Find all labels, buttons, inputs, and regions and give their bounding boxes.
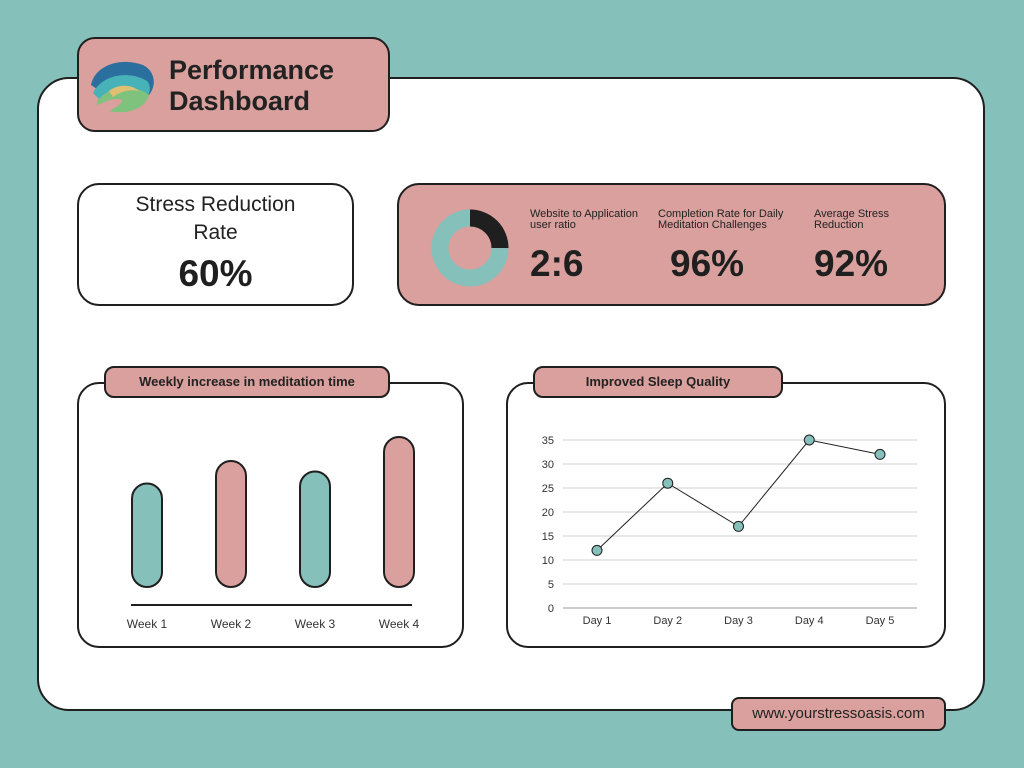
bar [299,470,331,588]
data-point [874,448,886,460]
metric-completion-rate: Completion Rate for Daily Meditation Cha… [658,208,784,285]
stress-reduction-card: Stress Reduction Rate 60% [77,183,354,306]
y-tick-label: 0 [548,603,554,615]
swirl-logo-icon [91,61,154,113]
sleep-quality-line-chart: 0 5 10 15 20 25 30 35 Day 1 Day 2 Day 3 Day 4 Day 5 [542,434,917,627]
sleep-quality-line [596,439,881,551]
metric-label: Completion Rate for Daily Meditation Cha… [658,208,784,231]
y-tick-label: 35 [542,435,554,447]
x-tick-label: Day 5 [866,615,895,627]
metric-average-stress-reduction: Average Stress Reduction 92% [814,208,890,285]
metric-value: 2:6 [530,243,584,284]
page-title: Performance Dashboard [169,55,335,116]
meditation-bar-chart-panel: Week 1 Week 2 Week 3 Week 4 [77,382,464,648]
y-tick-label: 15 [542,531,554,543]
bar [131,482,163,588]
x-tick-label: Day 2 [653,615,682,627]
metric-label: Average Stress Reduction [814,208,890,231]
bar-x-tick-label: Week 4 [379,617,420,631]
user-ratio-donut-chart [431,209,509,287]
data-point [733,520,744,532]
metric-user-ratio: Website to Application user ratio 2:6 [530,208,639,285]
line-chart-title: Improved Sleep Quality [533,366,783,398]
data-point [803,434,815,446]
metric-value: 96% [670,243,745,284]
y-tick-label: 25 [542,483,554,495]
title-tab: Performance Dashboard [77,37,390,132]
metric-value: 92% [814,243,889,284]
y-tick-label: 20 [542,507,554,519]
data-point [591,544,603,556]
stress-reduction-value: 60% [178,253,253,294]
x-tick-label: Day 1 [583,615,612,627]
bar [215,460,247,588]
metric-label: Website to Application user ratio [530,208,639,231]
website-url[interactable]: www.yourstressoasis.com [731,697,946,731]
meditation-bar-chart: Week 1 Week 2 Week 3 Week 4 [127,436,420,631]
bar-x-tick-label: Week 3 [295,617,336,631]
bar-chart-title: Weekly increase in meditation time [104,366,390,398]
y-tick-label: 10 [542,555,554,567]
bar [383,436,415,588]
stress-reduction-label: Stress Reduction Rate [135,193,296,244]
metrics-card: Website to Application user ratio 2:6 Co… [397,183,946,306]
sleep-line-chart-panel: 0 5 10 15 20 25 30 35 Day 1 Day 2 Day 3 Day 4 Day 5 [506,382,946,648]
y-tick-label: 5 [548,579,554,591]
x-tick-label: Day 4 [795,615,824,627]
bar-x-tick-label: Week 2 [211,617,252,631]
data-point [662,477,674,489]
donut-slice [431,209,509,287]
x-tick-label: Day 3 [724,615,753,627]
bar-x-tick-label: Week 1 [127,617,168,631]
y-tick-label: 30 [542,459,554,471]
